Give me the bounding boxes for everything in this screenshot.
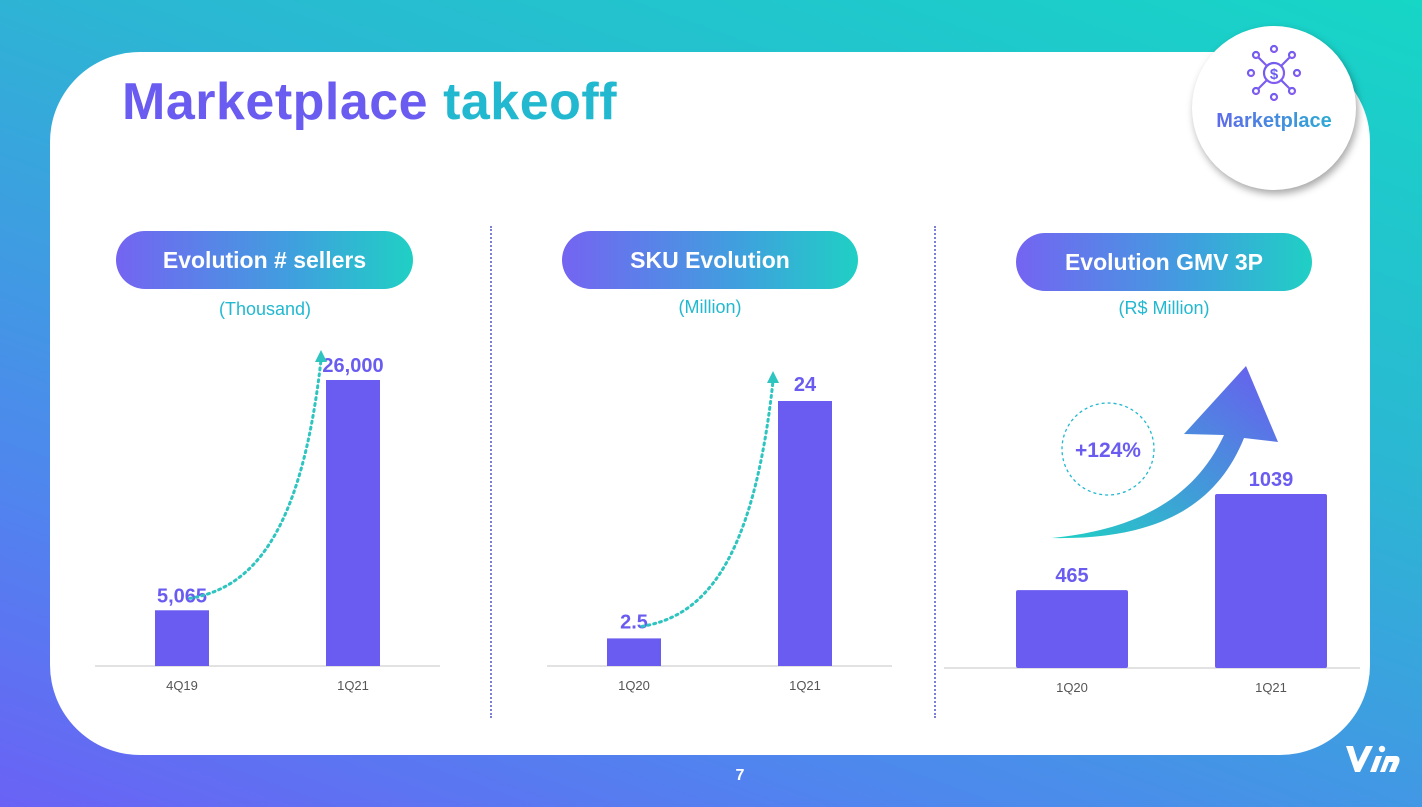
- growth-arrow: [1052, 366, 1278, 539]
- chart-2-title-pill: SKU Evolution: [562, 231, 858, 289]
- bar-1q20: [607, 638, 661, 666]
- chart-3-title-pill: Evolution GMV 3P: [1016, 233, 1312, 291]
- divider-right: [934, 226, 936, 718]
- chart-2-unit: (Million): [678, 297, 742, 317]
- tick-label: 1Q20: [1056, 680, 1088, 695]
- marketplace-badge: $ Marketplace: [1192, 26, 1356, 190]
- bar-1q21: [326, 380, 380, 666]
- page-title: Marketplace takeoff: [122, 72, 617, 132]
- growth-trend-line: [640, 379, 775, 628]
- bar-4q19: [155, 610, 209, 666]
- bar-1q20: [1016, 590, 1128, 668]
- growth-trend-line: [188, 358, 323, 600]
- badge-label: Marketplace: [1192, 110, 1356, 133]
- divider-left: [490, 226, 492, 718]
- money-network-icon: $: [1246, 44, 1302, 102]
- growth-label: +124%: [1075, 439, 1141, 462]
- growth-arrowhead: [767, 371, 779, 383]
- data-label: 2.5: [620, 611, 648, 633]
- growth-circle: [1061, 402, 1155, 496]
- chart-2-title: SKU Evolution: [630, 246, 790, 273]
- tick-label: 4Q19: [166, 678, 198, 693]
- data-label: 5,065: [157, 585, 207, 607]
- data-label: 24: [794, 374, 817, 396]
- data-label: 1039: [1249, 469, 1294, 491]
- chart-1-unit: (Thousand): [218, 299, 312, 319]
- title-word-1: Marketplace: [122, 73, 429, 131]
- chart-3-title: Evolution GMV 3P: [1064, 248, 1264, 275]
- tick-label: 1Q21: [1255, 680, 1287, 695]
- content-card: [50, 52, 1370, 755]
- growth-arrowhead: [315, 350, 327, 362]
- svg-text:$: $: [1270, 66, 1279, 83]
- bar-1q21: [1215, 494, 1327, 668]
- data-label: 465: [1055, 565, 1088, 587]
- page-number: 7: [735, 767, 745, 784]
- sellers-chart: 5,065 4Q19 26,000 1Q21: [95, 350, 440, 693]
- chart-1-title-pill: Evolution # sellers: [116, 231, 413, 289]
- chart-3-unit: (R$ Million): [1118, 298, 1210, 318]
- sku-chart: 2.5 1Q20 24 1Q21: [547, 371, 892, 693]
- data-label: 26,000: [322, 355, 383, 377]
- tick-label: 1Q21: [789, 678, 821, 693]
- title-word-2: takeoff: [443, 73, 618, 131]
- chart-1-title: Evolution # sellers: [162, 246, 367, 273]
- gmv-chart: +124% 465 1Q20 1039 1Q21: [944, 366, 1360, 695]
- tick-label: 1Q20: [618, 678, 650, 693]
- tick-label: 1Q21: [337, 678, 369, 693]
- company-logo: [1346, 745, 1400, 772]
- bar-1q21: [778, 401, 832, 666]
